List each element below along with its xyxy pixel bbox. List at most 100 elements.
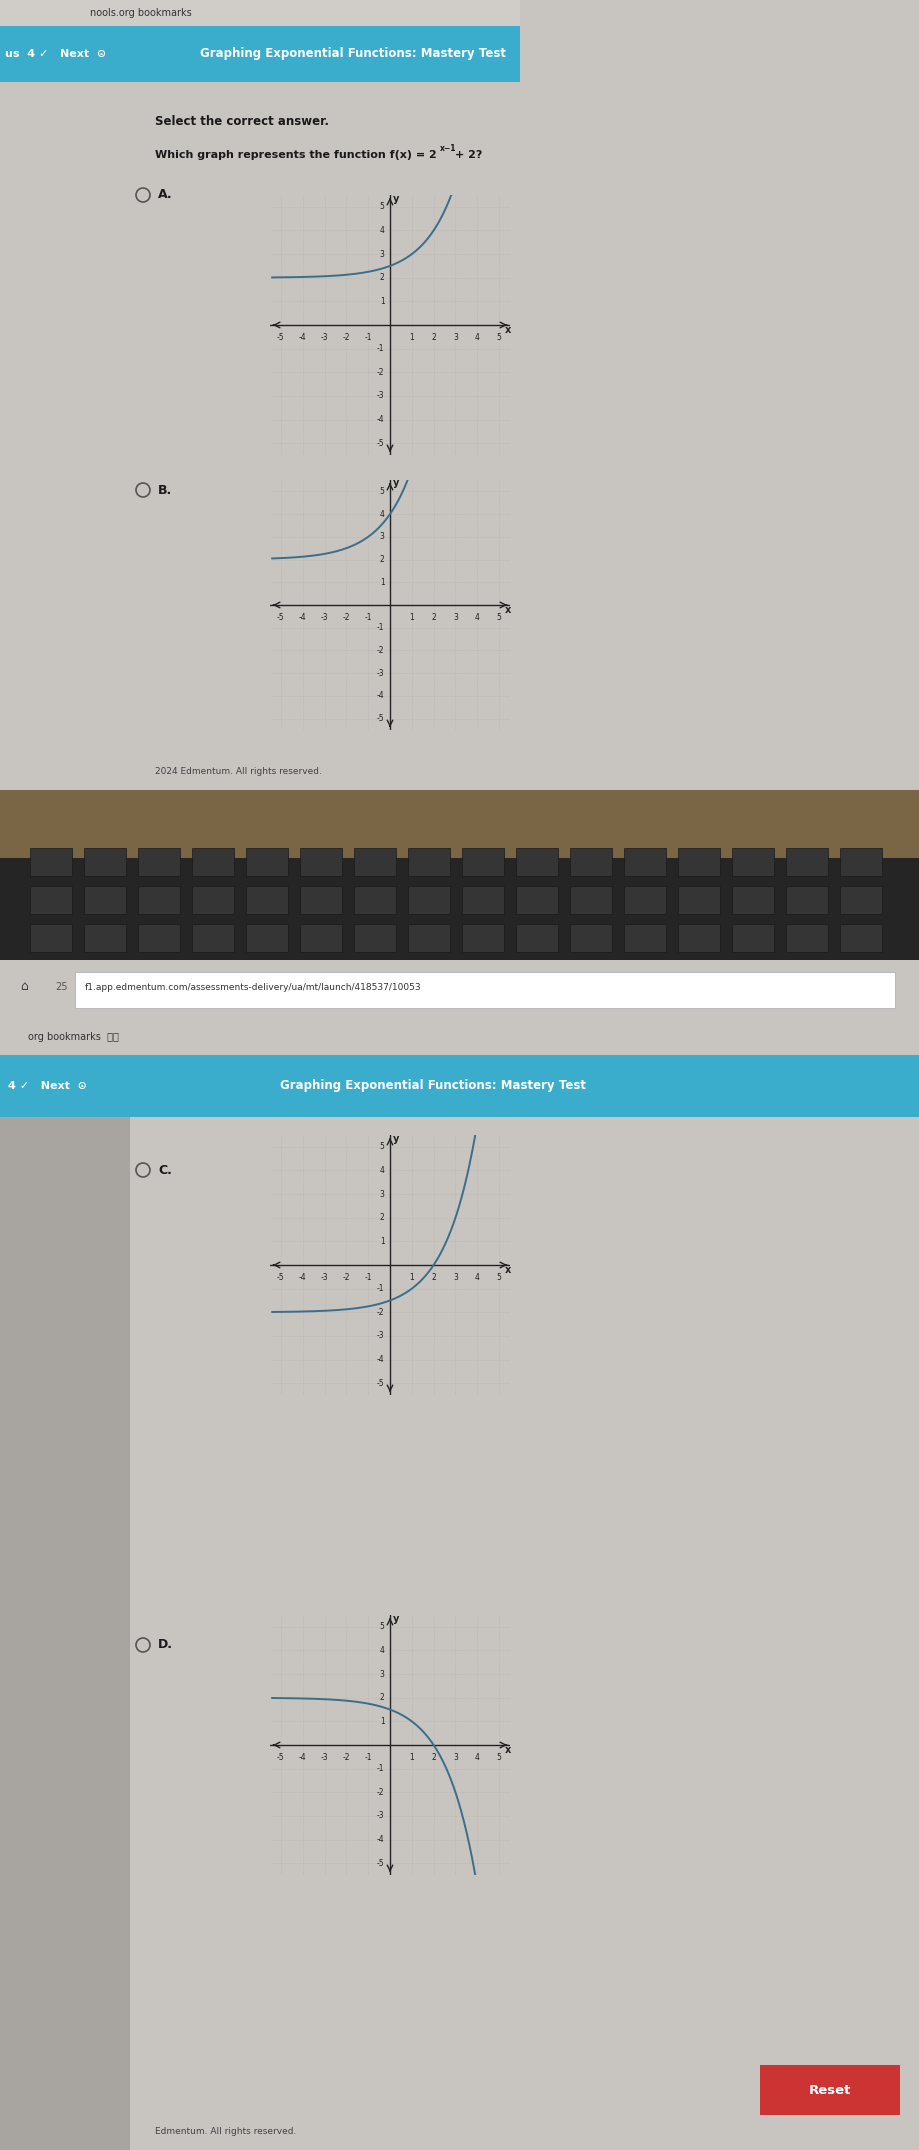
Text: ⌂: ⌂ — [20, 980, 28, 993]
Text: -2: -2 — [377, 368, 384, 376]
Text: Reset: Reset — [808, 2083, 850, 2096]
Text: -4: -4 — [377, 415, 384, 424]
Bar — [570, 924, 611, 952]
Text: -3: -3 — [377, 391, 384, 400]
Text: 5: 5 — [380, 486, 384, 497]
Text: -5: -5 — [377, 714, 384, 722]
Bar — [138, 886, 180, 914]
Bar — [354, 886, 395, 914]
Bar — [138, 847, 180, 875]
Bar — [516, 847, 558, 875]
Text: -2: -2 — [377, 1789, 384, 1797]
Text: 5: 5 — [380, 1142, 384, 1150]
Text: -3: -3 — [321, 333, 328, 342]
Text: -5: -5 — [377, 439, 384, 447]
Bar — [677, 847, 720, 875]
Bar — [300, 847, 342, 875]
Text: D.: D. — [158, 1638, 173, 1651]
Text: -2: -2 — [377, 645, 384, 656]
Text: -1: -1 — [364, 1752, 371, 1763]
Text: 1: 1 — [380, 297, 384, 305]
Text: 3: 3 — [380, 1671, 384, 1679]
Bar — [84, 924, 126, 952]
Text: -3: -3 — [377, 1331, 384, 1339]
Bar — [30, 886, 72, 914]
Text: x: x — [505, 1264, 510, 1275]
Bar — [677, 924, 720, 952]
Text: 3: 3 — [380, 1189, 384, 1198]
Text: 2: 2 — [380, 555, 384, 563]
Text: 3: 3 — [452, 1273, 458, 1281]
Text: 2: 2 — [431, 1752, 436, 1763]
Bar — [623, 847, 665, 875]
Text: -3: -3 — [321, 1273, 328, 1281]
Bar — [732, 924, 773, 952]
Bar — [461, 886, 504, 914]
Text: 4: 4 — [474, 333, 479, 342]
Text: Graphing Exponential Functions: Mastery Test: Graphing Exponential Functions: Mastery … — [279, 1079, 585, 1092]
Bar — [407, 847, 449, 875]
Bar — [30, 847, 72, 875]
Text: 1: 1 — [380, 578, 384, 587]
Bar — [732, 886, 773, 914]
Text: -5: -5 — [377, 1378, 384, 1387]
Text: 4: 4 — [380, 1165, 384, 1174]
Text: 5: 5 — [496, 333, 501, 342]
Text: 5: 5 — [496, 1273, 501, 1281]
Text: -2: -2 — [342, 613, 350, 621]
Text: 1: 1 — [409, 613, 414, 621]
Text: org bookmarks  ⎙⎙: org bookmarks ⎙⎙ — [28, 1032, 119, 1043]
Bar — [461, 924, 504, 952]
Text: -5: -5 — [277, 1273, 284, 1281]
Text: 4: 4 — [474, 1273, 479, 1281]
Text: -1: -1 — [377, 624, 384, 632]
Text: 3: 3 — [380, 249, 384, 258]
Text: nools.org bookmarks: nools.org bookmarks — [90, 9, 191, 17]
Text: Edmentum. All rights reserved.: Edmentum. All rights reserved. — [154, 2128, 296, 2137]
Bar — [75, 972, 894, 1008]
Text: 2: 2 — [431, 1273, 436, 1281]
Text: 1: 1 — [409, 1752, 414, 1763]
Bar — [245, 886, 288, 914]
Text: 2: 2 — [380, 1694, 384, 1703]
Text: -4: -4 — [299, 613, 306, 621]
Text: -1: -1 — [377, 1765, 384, 1774]
Text: -5: -5 — [277, 1752, 284, 1763]
Text: 1: 1 — [380, 1718, 384, 1726]
Text: 5: 5 — [496, 613, 501, 621]
Text: 3: 3 — [452, 1752, 458, 1763]
Bar — [516, 886, 558, 914]
Bar — [0, 858, 919, 961]
Text: Which graph represents the function f(x) = 2: Which graph represents the function f(x)… — [154, 151, 437, 159]
Text: y: y — [392, 194, 399, 204]
Text: C.: C. — [158, 1163, 172, 1176]
Text: -1: -1 — [364, 333, 371, 342]
Bar — [785, 886, 827, 914]
Bar — [354, 847, 395, 875]
Text: -3: -3 — [321, 1752, 328, 1763]
Text: 3: 3 — [452, 613, 458, 621]
Bar — [192, 847, 233, 875]
Text: -3: -3 — [321, 613, 328, 621]
Text: x: x — [505, 1746, 510, 1754]
Bar — [245, 924, 288, 952]
Bar — [354, 924, 395, 952]
Text: -2: -2 — [342, 333, 350, 342]
Text: x: x — [505, 604, 510, 615]
Bar — [138, 924, 180, 952]
Bar — [300, 924, 342, 952]
Text: y: y — [392, 1612, 399, 1623]
Bar — [623, 924, 665, 952]
Text: -5: -5 — [377, 1860, 384, 1868]
Bar — [0, 1056, 919, 1118]
Bar — [839, 886, 881, 914]
Text: -5: -5 — [277, 613, 284, 621]
Text: 2: 2 — [380, 273, 384, 282]
Text: 3: 3 — [380, 533, 384, 542]
Bar — [0, 1118, 130, 2150]
Bar — [84, 847, 126, 875]
Text: 4: 4 — [474, 613, 479, 621]
Text: -4: -4 — [377, 692, 384, 701]
Text: y: y — [392, 1133, 399, 1144]
Text: 5: 5 — [496, 1752, 501, 1763]
